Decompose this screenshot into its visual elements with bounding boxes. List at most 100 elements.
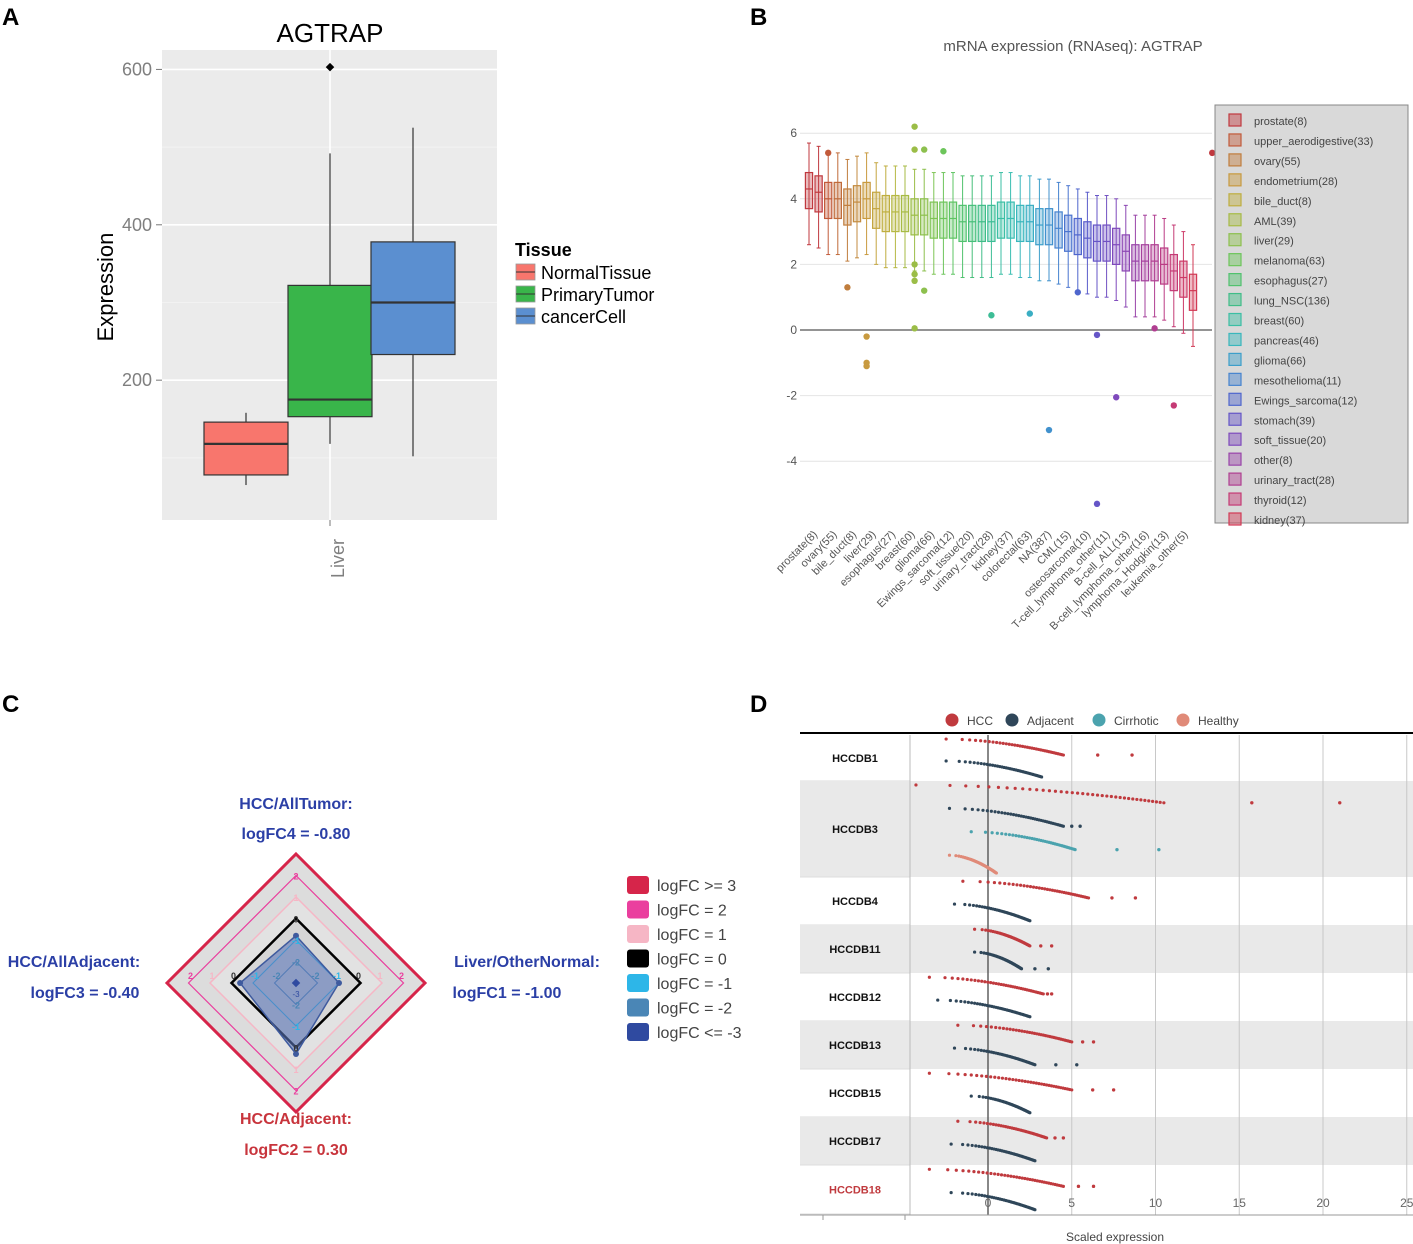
panel-b-legend-label: thyroid(12) <box>1254 495 1307 507</box>
panel-c-right-axis-value: logFC1 = -1.00 <box>453 985 562 1002</box>
panel-d-point <box>1130 753 1134 757</box>
panel-d-legend-marker <box>945 713 959 727</box>
panel-d-point <box>1015 883 1019 887</box>
panel-d-point <box>1022 814 1026 819</box>
panel-c-ring-label: 1 <box>209 971 214 981</box>
panel-d-point <box>948 783 952 788</box>
panel-label-b: B <box>750 4 767 31</box>
panel-b-box <box>852 185 862 223</box>
panel-b-legend-swatch <box>1228 113 1242 127</box>
panel-c-center-label: -3 <box>292 990 300 999</box>
panel-d-x-axis-label: Scaled expression <box>1066 1230 1164 1244</box>
panel-d-point <box>1020 1176 1024 1180</box>
panel-d-point <box>998 1026 1002 1030</box>
panel-b-box <box>977 204 987 243</box>
panel-d-point <box>1040 886 1044 891</box>
panel-d-point <box>1023 1176 1027 1181</box>
panel-b-box <box>862 181 871 220</box>
panel-d-row-band <box>800 1021 1413 1069</box>
panel-d-point <box>963 807 967 811</box>
panel-d-point <box>989 981 993 985</box>
panel-d-point <box>968 1120 972 1124</box>
panel-d-point <box>978 880 982 884</box>
panel-d-point <box>987 740 991 744</box>
panel-b-outlier <box>911 277 918 284</box>
panel-d-point <box>983 1145 987 1149</box>
panel-d-point <box>966 1143 970 1147</box>
panel-d-x-tick-label: 25 <box>1400 1196 1413 1210</box>
panel-b-legend-swatch <box>1228 452 1242 466</box>
panel-d-point <box>991 740 995 744</box>
panel-d-point <box>999 982 1003 987</box>
panel-b-legend-label: esophagus(27) <box>1254 276 1327 288</box>
panel-b-legend-label: soft_tissue(20) <box>1254 435 1326 447</box>
panel-d-point <box>996 1172 1000 1176</box>
panel-c-ring-label: -1 <box>333 971 341 981</box>
panel-d-point <box>1005 786 1009 790</box>
panel-c: 2 2 2 2 1 1 1 1 0 0 0 0 -1 -1 -1 -1 -2 -2 -2 -2 -3 HCC/AllTu… <box>8 796 742 1159</box>
panel-d-point <box>1041 788 1045 792</box>
panel-b-outlier <box>940 148 947 155</box>
panel-d-point <box>1028 787 1032 791</box>
panel-d-point <box>961 879 965 883</box>
panel-d-point <box>1033 1208 1037 1212</box>
panel-c-ring-label: 0 <box>293 1044 298 1054</box>
panel-b-outlier <box>1093 331 1101 339</box>
panel-d-point <box>980 1074 984 1078</box>
panel-d-point <box>979 761 983 766</box>
panel-d-point <box>986 928 991 933</box>
panel-c-legend-swatch <box>627 974 649 992</box>
panel-b-legend-label: stomach(39) <box>1254 415 1315 427</box>
panel-b-box <box>1121 234 1130 272</box>
panel-c-legend-swatch <box>627 1023 649 1041</box>
panel-d-point <box>1020 1029 1024 1033</box>
panel-d-point <box>998 881 1002 885</box>
panel-d-point <box>984 1024 989 1029</box>
panel-d-point <box>981 1002 985 1007</box>
panel-d-point <box>981 1170 985 1175</box>
panel-d-point <box>1015 743 1020 748</box>
panel-b-legend-label: kidney(37) <box>1254 515 1305 527</box>
panel-d-row-band <box>800 925 1413 973</box>
panel-b-box <box>891 194 900 233</box>
panel-d-point <box>1025 1177 1030 1181</box>
panel-d-point <box>1028 1177 1032 1182</box>
panel-c-ring-label: 0 <box>356 971 361 981</box>
panel-b-legend-label: urinary_tract(28) <box>1254 475 1335 487</box>
panel-d-point <box>984 1095 988 1100</box>
panel-d-point <box>1034 885 1039 890</box>
panel-d-point <box>985 1171 989 1175</box>
panel-d-point <box>1007 1077 1012 1081</box>
panel-d-point <box>1011 882 1015 886</box>
panel-c-ring-label: -1 <box>251 971 259 981</box>
panel-d-point <box>993 1172 997 1176</box>
panel-b-legend-box <box>1214 104 1409 524</box>
panel-b-legend-swatch <box>1228 332 1242 347</box>
panel-d-point <box>1131 797 1135 801</box>
panel-b-outlier <box>911 261 918 268</box>
panel-a-y-ticks: 200 400 600 <box>122 59 162 390</box>
panel-d-point <box>977 1193 981 1197</box>
panel-b-legend-label: liver(29) <box>1254 236 1294 248</box>
panel-d-point <box>1039 1082 1044 1086</box>
panel-d-point <box>1133 896 1138 900</box>
panel-d-point <box>969 830 973 834</box>
panel-d-point <box>1048 888 1052 892</box>
panel-d-point <box>985 809 989 813</box>
panel-d-point <box>954 1168 958 1172</box>
panel-d-point <box>979 1048 983 1052</box>
panel-d-point <box>1049 992 1054 996</box>
panel-b-legend-label: bile_duct(8) <box>1254 196 1311 208</box>
panel-c-legend-swatch <box>627 998 649 1017</box>
panel-c-legend-label: logFC <= -3 <box>657 1025 742 1042</box>
panel-b-legend-label: melanoma(63) <box>1254 256 1325 268</box>
panel-d-point <box>977 1144 981 1148</box>
panel-b-box <box>958 204 967 243</box>
panel-d-point <box>961 1169 965 1173</box>
panel-d-point <box>997 982 1001 986</box>
panel-d-point <box>943 976 947 980</box>
panel-d-point <box>989 1171 993 1176</box>
panel-d-point <box>989 1075 993 1079</box>
panel-d-point <box>963 1072 967 1077</box>
